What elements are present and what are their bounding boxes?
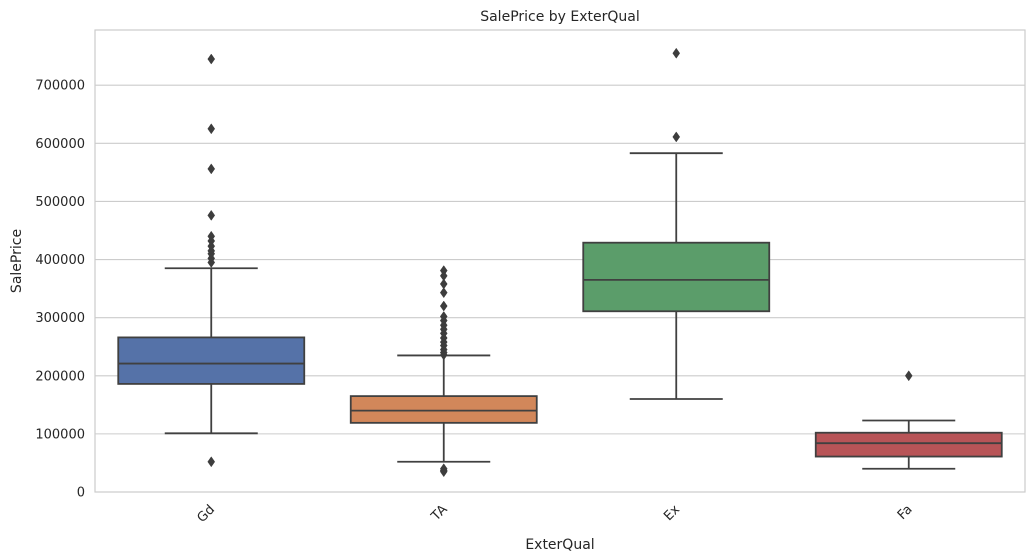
y-tick-label: 300000 <box>35 311 85 326</box>
y-tick-label: 200000 <box>35 369 85 384</box>
boxes <box>117 47 1003 478</box>
x-tick-label: Gd <box>195 502 219 526</box>
grid-lines <box>95 84 1025 493</box>
box <box>117 336 306 385</box>
y-tick-labels: 0 100000 200000 300000 400000 500000 600000 700… <box>35 79 85 501</box>
box <box>349 395 538 424</box>
box-group-ex <box>582 47 771 400</box>
outlier-point <box>207 53 216 65</box>
box <box>582 241 771 313</box>
x-tick-labels: Gd TA Ex Fa <box>195 502 916 526</box>
x-tick-label: Ex <box>661 502 683 524</box>
outlier-point <box>207 163 216 175</box>
outlier-point <box>207 257 216 268</box>
outlier-point <box>439 349 448 361</box>
outlier-point <box>439 287 448 299</box>
box-group-gd <box>117 53 306 468</box>
outlier-point <box>904 370 913 382</box>
outlier-point <box>207 123 216 135</box>
y-tick-label: 700000 <box>35 79 85 94</box>
x-tick-label: TA <box>428 502 451 525</box>
outlier-point <box>672 131 681 143</box>
box-group-fa <box>814 370 1003 470</box>
outlier-point <box>207 209 216 221</box>
y-tick-label: 400000 <box>35 253 85 268</box>
box-group-ta <box>349 265 538 478</box>
y-tick-label: 100000 <box>35 427 85 442</box>
y-axis-title: SalePrice <box>9 229 25 293</box>
x-tick-label: Fa <box>895 502 916 523</box>
y-tick-label: 0 <box>77 486 85 501</box>
y-tick-label: 600000 <box>35 137 85 152</box>
outlier-point <box>672 47 681 59</box>
plot-frame <box>94 29 1026 493</box>
box <box>814 431 1003 458</box>
chart-title: SalePrice by ExterQual <box>480 9 640 25</box>
outlier-point <box>207 456 216 468</box>
outlier-point <box>439 300 448 312</box>
outlier-point <box>439 466 448 478</box>
x-axis-title: ExterQual <box>525 537 594 553</box>
y-tick-label: 500000 <box>35 195 85 210</box>
